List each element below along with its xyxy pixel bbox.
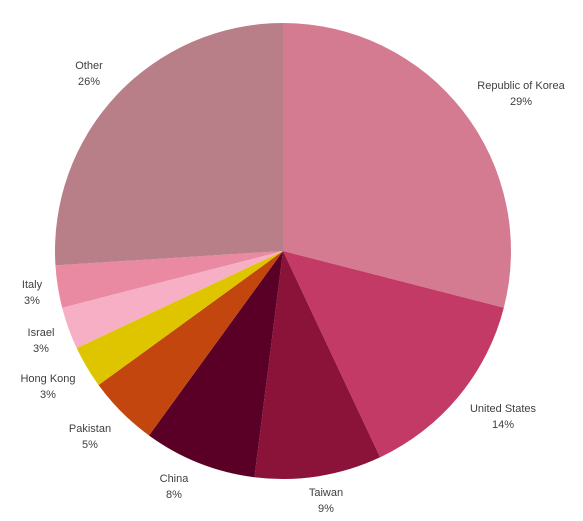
- pie-slice: [55, 23, 283, 266]
- slice-value-label: 9%: [318, 503, 334, 515]
- slice-value-label: 26%: [78, 76, 100, 88]
- slice-value-label: 8%: [166, 489, 182, 501]
- pie-slice: [62, 251, 283, 349]
- slice-label: Pakistan: [69, 423, 111, 435]
- slice-label: Taiwan: [309, 487, 343, 499]
- pie-slice: [148, 251, 283, 478]
- pie-slice: [283, 23, 512, 308]
- slice-label: Italy: [22, 279, 43, 291]
- slice-label: Other: [75, 60, 103, 72]
- slice-value-label: 3%: [24, 295, 40, 307]
- slice-value-label: 29%: [510, 96, 532, 108]
- slice-value-label: 3%: [40, 389, 56, 401]
- slice-value-label: 3%: [33, 343, 49, 355]
- pie-slice: [98, 251, 283, 436]
- slice-value-label: 14%: [492, 419, 514, 431]
- slice-label: United States: [470, 403, 537, 415]
- slice-label: China: [160, 473, 190, 485]
- pie-slice: [254, 251, 381, 479]
- slice-label: Israel: [28, 327, 55, 339]
- slice-label: Hong Kong: [20, 373, 75, 385]
- slice-label: Republic of Korea: [477, 80, 565, 92]
- pie-slice: [76, 251, 283, 386]
- pie-slice: [55, 251, 283, 308]
- pie-slice: [283, 251, 504, 458]
- slice-value-label: 5%: [82, 439, 98, 451]
